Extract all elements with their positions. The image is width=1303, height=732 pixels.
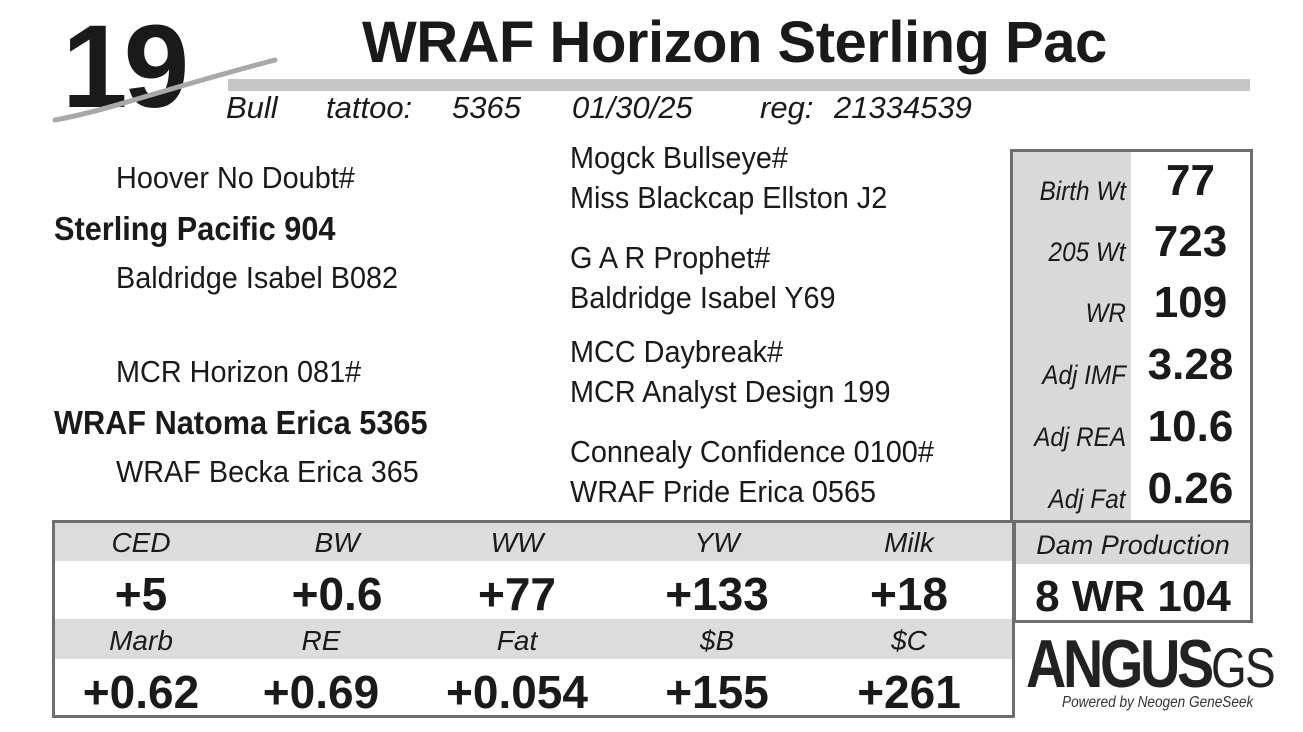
birth-date: 01/30/25 [572,90,693,125]
stat-value: 0.26 [1147,464,1234,513]
dam-sire: MCR Horizon 081# [116,354,362,389]
pedigree-col3-line: Miss Blackcap Ellston J2 [570,180,888,215]
stat-row-205-wt: 205 Wt 723 [1013,213,1250,274]
epd-label-ced: CED [111,527,171,558]
epd-table: CED BW WW YW Milk +5 +0.6 +77 +133 +18 M… [52,520,1015,718]
sire-sire: Hoover No Doubt# [116,160,355,195]
epd-label-band [55,619,1012,659]
dam-dam: WRAF Becka Erica 365 [116,454,419,489]
stats-label-column [1013,152,1131,522]
stat-label: Birth Wt [1039,176,1126,206]
stat-value: 77 [1166,156,1215,205]
epd-label-re: RE [301,625,341,656]
stat-row-adj-rea: Adj REA 10.6 [1013,398,1250,459]
logo-suffix-text: GS [1210,636,1276,699]
stat-label: WR [1085,298,1126,328]
animal-name: WRAF Horizon Sterling Pac [362,10,1107,75]
stat-row-adj-imf: Adj IMF 3.28 [1013,336,1250,397]
epd-value-fat: +0.054 [446,666,588,718]
tattoo-value: 5365 [452,90,521,125]
epd-value-marb: +0.62 [82,666,200,718]
pedigree-col3-line: Baldridge Isabel Y69 [570,280,836,315]
pedigree-col3-line: G A R Prophet# [570,240,771,275]
logo-tagline: Powered by Neogen GeneSeek [1062,694,1254,711]
dam: WRAF Natoma Erica 5365 [54,404,428,441]
epd-label-milk: Milk [884,527,934,558]
epd-label-marb: Marb [109,625,173,656]
dam-production-label-band [1016,523,1250,564]
stat-value: 723 [1153,217,1228,266]
epd-value-ced: +5 [114,568,168,620]
sex-label: Bull [226,90,278,125]
dam-production-value: 8 WR 104 [1035,572,1231,621]
pedigree-col3-line: WRAF Pride Erica 0565 [570,474,877,509]
epd-value-dollar-c: +261 [857,666,961,718]
epd-value-re: +0.69 [262,666,380,718]
stat-value: 10.6 [1147,402,1234,451]
sire: Sterling Pacific 904 [54,210,336,247]
epd-label-band [55,523,1012,561]
lot-number: 19 [62,1,189,133]
stat-value: 3.28 [1147,340,1234,389]
pedigree-col3-line: MCC Daybreak# [570,334,784,369]
performance-stats-box: Birth Wt 77 205 Wt 723 WR 109 Adj IMF 3.… [1010,149,1253,525]
epd-label-dollar-b: $B [699,625,735,656]
reg-label: reg: [760,90,814,125]
dam-production-box: Dam Production 8 WR 104 [1013,520,1253,623]
swoosh-decoration [52,57,278,123]
epd-value-bw: +0.6 [291,568,383,620]
epd-value-yw: +133 [665,568,769,620]
stat-label: 205 Wt [1049,237,1126,267]
epd-value-ww: +77 [477,568,557,620]
epd-label-bw: BW [314,527,360,558]
tattoo-label: tattoo: [326,90,413,125]
registration-number: 21334539 [834,90,972,125]
epd-label-fat: Fat [496,625,538,656]
angus-gs-logo: ANGUSGS [1026,630,1303,698]
pedigree-col3-line: MCR Analyst Design 199 [570,374,891,409]
title-underline [228,79,1250,91]
stat-row-adj-fat: Adj Fat 0.26 [1013,460,1250,521]
epd-label-dollar-c: $C [891,625,927,656]
stat-row-birth-wt: Birth Wt 77 [1013,152,1250,213]
logo-wordmark: ANGUSGS [1026,630,1276,699]
sire-dam: Baldridge Isabel B082 [116,260,399,295]
pedigree-col3-line: Mogck Bullseye# [570,140,788,175]
epd-label-yw: YW [694,527,740,558]
logo-main-text: ANGUS [1026,626,1214,702]
stat-label: Adj IMF [1042,360,1126,390]
stat-label: Adj Fat [1049,484,1126,514]
stat-row-wr: WR 109 [1013,274,1250,335]
pedigree-col3-line: Connealy Confidence 0100# [570,434,934,469]
epd-label-ww: WW [490,527,544,558]
epd-value-milk: +18 [869,568,949,620]
stat-value: 109 [1153,278,1228,327]
stat-label: Adj REA [1034,422,1126,452]
epd-value-dollar-b: +155 [665,666,769,718]
dam-production-label: Dam Production [1036,530,1230,560]
